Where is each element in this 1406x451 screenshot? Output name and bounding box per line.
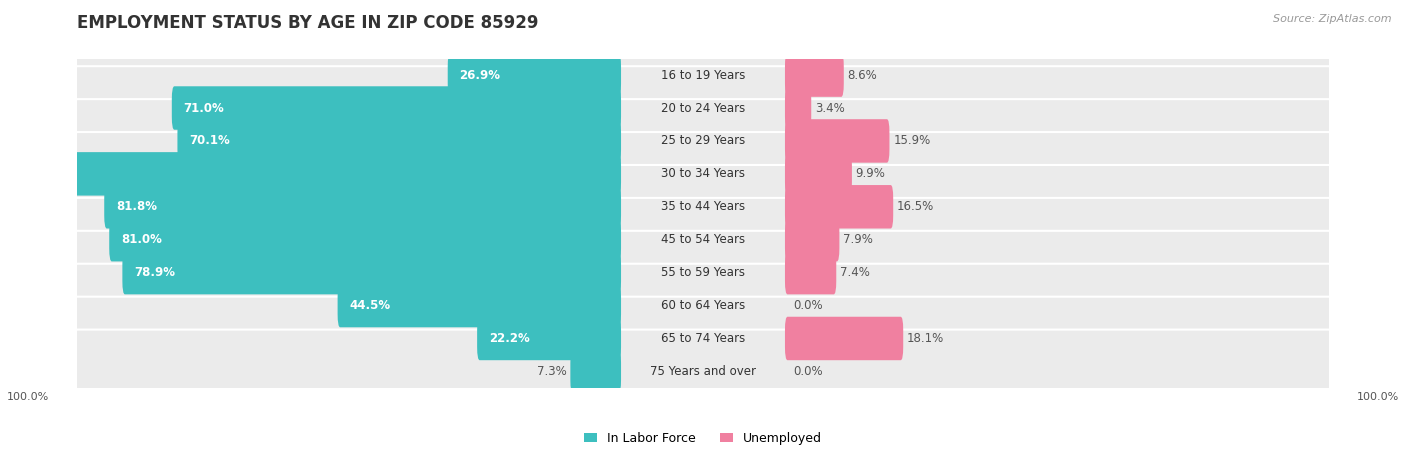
FancyBboxPatch shape [447,53,621,97]
FancyBboxPatch shape [72,231,1334,314]
Text: 0.0%: 0.0% [794,365,824,378]
FancyBboxPatch shape [72,198,1334,281]
Text: 16 to 19 Years: 16 to 19 Years [661,69,745,82]
Text: 30 to 34 Years: 30 to 34 Years [661,167,745,180]
Text: 7.4%: 7.4% [839,266,870,279]
FancyBboxPatch shape [785,53,844,97]
Text: 100.0%: 100.0% [7,392,49,402]
FancyBboxPatch shape [785,317,903,360]
Text: 7.3%: 7.3% [537,365,567,378]
Text: 0.0%: 0.0% [794,299,824,312]
Text: 81.0%: 81.0% [121,233,162,246]
FancyBboxPatch shape [72,264,1334,347]
Text: 81.8%: 81.8% [117,200,157,213]
Text: 8.6%: 8.6% [848,69,877,82]
FancyBboxPatch shape [72,99,1334,183]
Text: 15.9%: 15.9% [893,134,931,147]
FancyBboxPatch shape [785,86,811,130]
Text: 26.9%: 26.9% [460,69,501,82]
FancyBboxPatch shape [0,152,621,196]
Text: 22.2%: 22.2% [489,332,530,345]
Text: 100.0%: 100.0% [1357,392,1399,402]
Text: EMPLOYMENT STATUS BY AGE IN ZIP CODE 85929: EMPLOYMENT STATUS BY AGE IN ZIP CODE 859… [77,14,538,32]
Text: 55 to 59 Years: 55 to 59 Years [661,266,745,279]
FancyBboxPatch shape [72,66,1334,150]
Text: 20 to 24 Years: 20 to 24 Years [661,101,745,115]
Text: 18.1%: 18.1% [907,332,945,345]
FancyBboxPatch shape [785,185,893,229]
Text: 70.1%: 70.1% [190,134,231,147]
Text: 9.9%: 9.9% [856,167,886,180]
Legend: In Labor Force, Unemployed: In Labor Force, Unemployed [583,432,823,445]
Text: 78.9%: 78.9% [134,266,176,279]
Text: 7.9%: 7.9% [844,233,873,246]
Text: 16.5%: 16.5% [897,200,934,213]
Text: 25 to 29 Years: 25 to 29 Years [661,134,745,147]
FancyBboxPatch shape [785,251,837,295]
Text: 100.0%: 100.0% [3,167,51,180]
FancyBboxPatch shape [110,218,621,262]
Text: 60 to 64 Years: 60 to 64 Years [661,299,745,312]
FancyBboxPatch shape [177,119,621,163]
FancyBboxPatch shape [785,152,852,196]
Text: 75 Years and over: 75 Years and over [650,365,756,378]
Text: 71.0%: 71.0% [184,101,225,115]
FancyBboxPatch shape [72,132,1334,216]
Text: 65 to 74 Years: 65 to 74 Years [661,332,745,345]
FancyBboxPatch shape [785,218,839,262]
FancyBboxPatch shape [477,317,621,360]
FancyBboxPatch shape [785,119,890,163]
FancyBboxPatch shape [122,251,621,295]
FancyBboxPatch shape [172,86,621,130]
FancyBboxPatch shape [72,330,1334,413]
FancyBboxPatch shape [72,33,1334,117]
Text: 44.5%: 44.5% [350,299,391,312]
FancyBboxPatch shape [72,297,1334,380]
Text: 3.4%: 3.4% [815,101,845,115]
Text: Source: ZipAtlas.com: Source: ZipAtlas.com [1274,14,1392,23]
Text: 35 to 44 Years: 35 to 44 Years [661,200,745,213]
Text: 45 to 54 Years: 45 to 54 Years [661,233,745,246]
FancyBboxPatch shape [571,350,621,393]
FancyBboxPatch shape [337,284,621,327]
FancyBboxPatch shape [104,185,621,229]
FancyBboxPatch shape [72,165,1334,249]
